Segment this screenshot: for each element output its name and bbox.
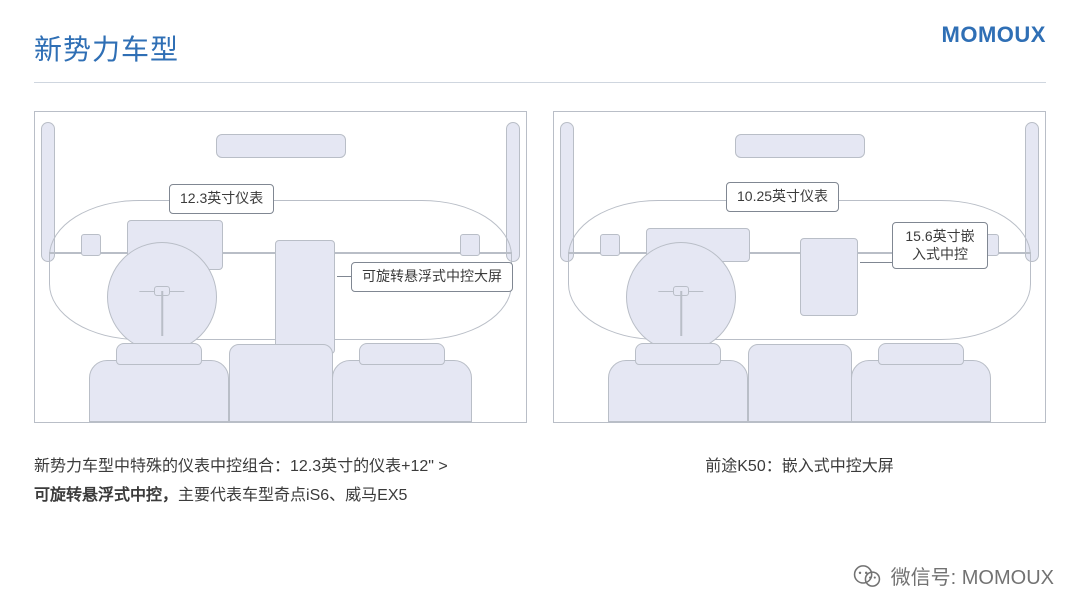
caption-left-bold: 可旋转悬浮式中控， (34, 487, 178, 504)
page-title: 新势力车型 (34, 28, 1046, 68)
caption-left: 新势力车型中特殊的仪表中控组合：12.3英寸的仪表+12" > 可旋转悬浮式中控… (34, 453, 527, 511)
callout-leader (860, 262, 892, 263)
diagram-panels: 12.3英寸仪表 可旋转悬浮式中控大屏 10.25英寸仪表 (34, 111, 1046, 423)
center-screen-floating (275, 240, 335, 354)
callout-leader (337, 276, 351, 277)
rearview-mirror (216, 134, 346, 158)
center-screen-embedded (800, 238, 858, 316)
wechat-icon (853, 564, 881, 588)
center-tunnel (229, 344, 333, 422)
rearview-mirror (735, 134, 865, 158)
callout-cluster-size: 12.3英寸仪表 (169, 184, 274, 214)
title-underline (34, 82, 1046, 83)
caption-right: 前途K50：嵌入式中控大屏 (553, 453, 1046, 511)
air-vent-left (600, 234, 620, 256)
captions-row: 新势力车型中特殊的仪表中控组合：12.3英寸的仪表+12" > 可旋转悬浮式中控… (34, 453, 1046, 511)
caption-left-pre: 新势力车型中特殊的仪表中控组合：12.3英寸的仪表+12" > (34, 458, 448, 475)
callout-center-screen: 15.6英寸嵌入式中控 (892, 222, 988, 269)
wechat-watermark: 微信号: MOMOUX (853, 561, 1054, 590)
panel-right: 10.25英寸仪表 15.6英寸嵌入式中控 (553, 111, 1046, 423)
seat-left (89, 360, 229, 422)
seat-right (332, 360, 472, 422)
caption-left-post: 主要代表车型奇点iS6、威马EX5 (178, 487, 407, 504)
air-vent-left (81, 234, 101, 256)
callout-center-screen: 可旋转悬浮式中控大屏 (351, 262, 513, 292)
seat-left (608, 360, 748, 422)
steering-wheel (107, 242, 217, 352)
panel-left: 12.3英寸仪表 可旋转悬浮式中控大屏 (34, 111, 527, 423)
center-tunnel (748, 344, 852, 422)
wechat-text: 微信号: MOMOUX (891, 561, 1054, 590)
steering-wheel (626, 242, 736, 352)
brand-logo: MOMOUX (942, 22, 1046, 48)
callout-cluster-size: 10.25英寸仪表 (726, 182, 839, 212)
seat-right (851, 360, 991, 422)
air-vent-right (460, 234, 480, 256)
